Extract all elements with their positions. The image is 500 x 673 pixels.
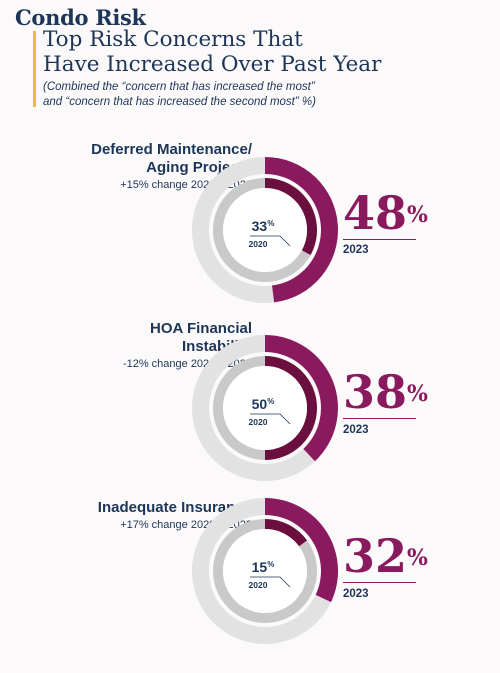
donut-chart-inadequate-insurance: 15%2020 — [191, 498, 338, 644]
label-leader-line — [250, 413, 291, 425]
value-2023-hoa-financial: 38% — [343, 369, 428, 415]
title-line-2: Have Increased Over Past Year — [43, 52, 382, 77]
donut-center — [223, 188, 307, 272]
risk-name-line-1: Deferred Maintenance/ — [91, 141, 252, 158]
risk-name-line-1: Inadequate Insurance — [97, 499, 252, 516]
title-accent-bar — [33, 31, 36, 107]
donut-center — [223, 366, 307, 450]
year-label-2020: 2020 — [249, 580, 268, 590]
label-leader-line — [250, 235, 291, 247]
value-2020-unit: % — [267, 560, 274, 569]
donut-center — [223, 529, 307, 613]
subtitle-line-2: and “concern that has increased the seco… — [43, 96, 316, 108]
value-2020-unit: % — [267, 397, 274, 406]
value-2023-number: 32 — [343, 529, 408, 583]
donut-chart-deferred-maintenance: 33%2020 — [191, 157, 338, 303]
inner-ring-2020-value — [265, 519, 308, 547]
title-line-1: Top Risk Concerns That — [43, 27, 303, 52]
inner-ring-2020-value — [265, 356, 317, 460]
year-label-2023: 2023 — [343, 424, 369, 436]
page-title: Top Risk Concerns That Have Increased Ov… — [43, 27, 483, 77]
subtitle-line-1: (Combined the “concern that has increase… — [43, 81, 315, 93]
value-divider — [343, 582, 416, 583]
page-subtitle: (Combined the “concern that has increase… — [43, 80, 483, 110]
label-leader-line — [250, 576, 291, 588]
inner-ring-2020-value — [265, 178, 317, 256]
value-2023-unit: % — [407, 545, 428, 571]
value-divider — [343, 239, 416, 240]
value-2020-unit: % — [267, 219, 274, 228]
risk-name: Inadequate Insurance — [98, 499, 252, 517]
year-label-2020: 2020 — [249, 239, 268, 249]
value-2023-number: 48 — [343, 186, 408, 240]
value-divider — [343, 418, 416, 419]
value-2023-number: 38 — [343, 365, 408, 419]
brand-title: Condo Risk — [15, 5, 146, 30]
value-2023-unit: % — [407, 381, 428, 407]
outer-ring-2023-value — [265, 335, 338, 462]
year-label-2023: 2023 — [343, 244, 369, 256]
donut-chart-hoa-financial: 50%2020 — [191, 335, 338, 481]
outer-ring-2023-value — [265, 498, 338, 603]
outer-ring-2023-value — [265, 157, 338, 303]
risk-name-line-1: HOA Financial — [150, 320, 252, 337]
year-label-2020: 2020 — [249, 417, 268, 427]
value-2023-deferred-maintenance: 48% — [343, 190, 428, 236]
value-2023-unit: % — [407, 202, 428, 228]
year-label-2023: 2023 — [343, 588, 369, 600]
value-2023-inadequate-insurance: 32% — [343, 533, 428, 579]
